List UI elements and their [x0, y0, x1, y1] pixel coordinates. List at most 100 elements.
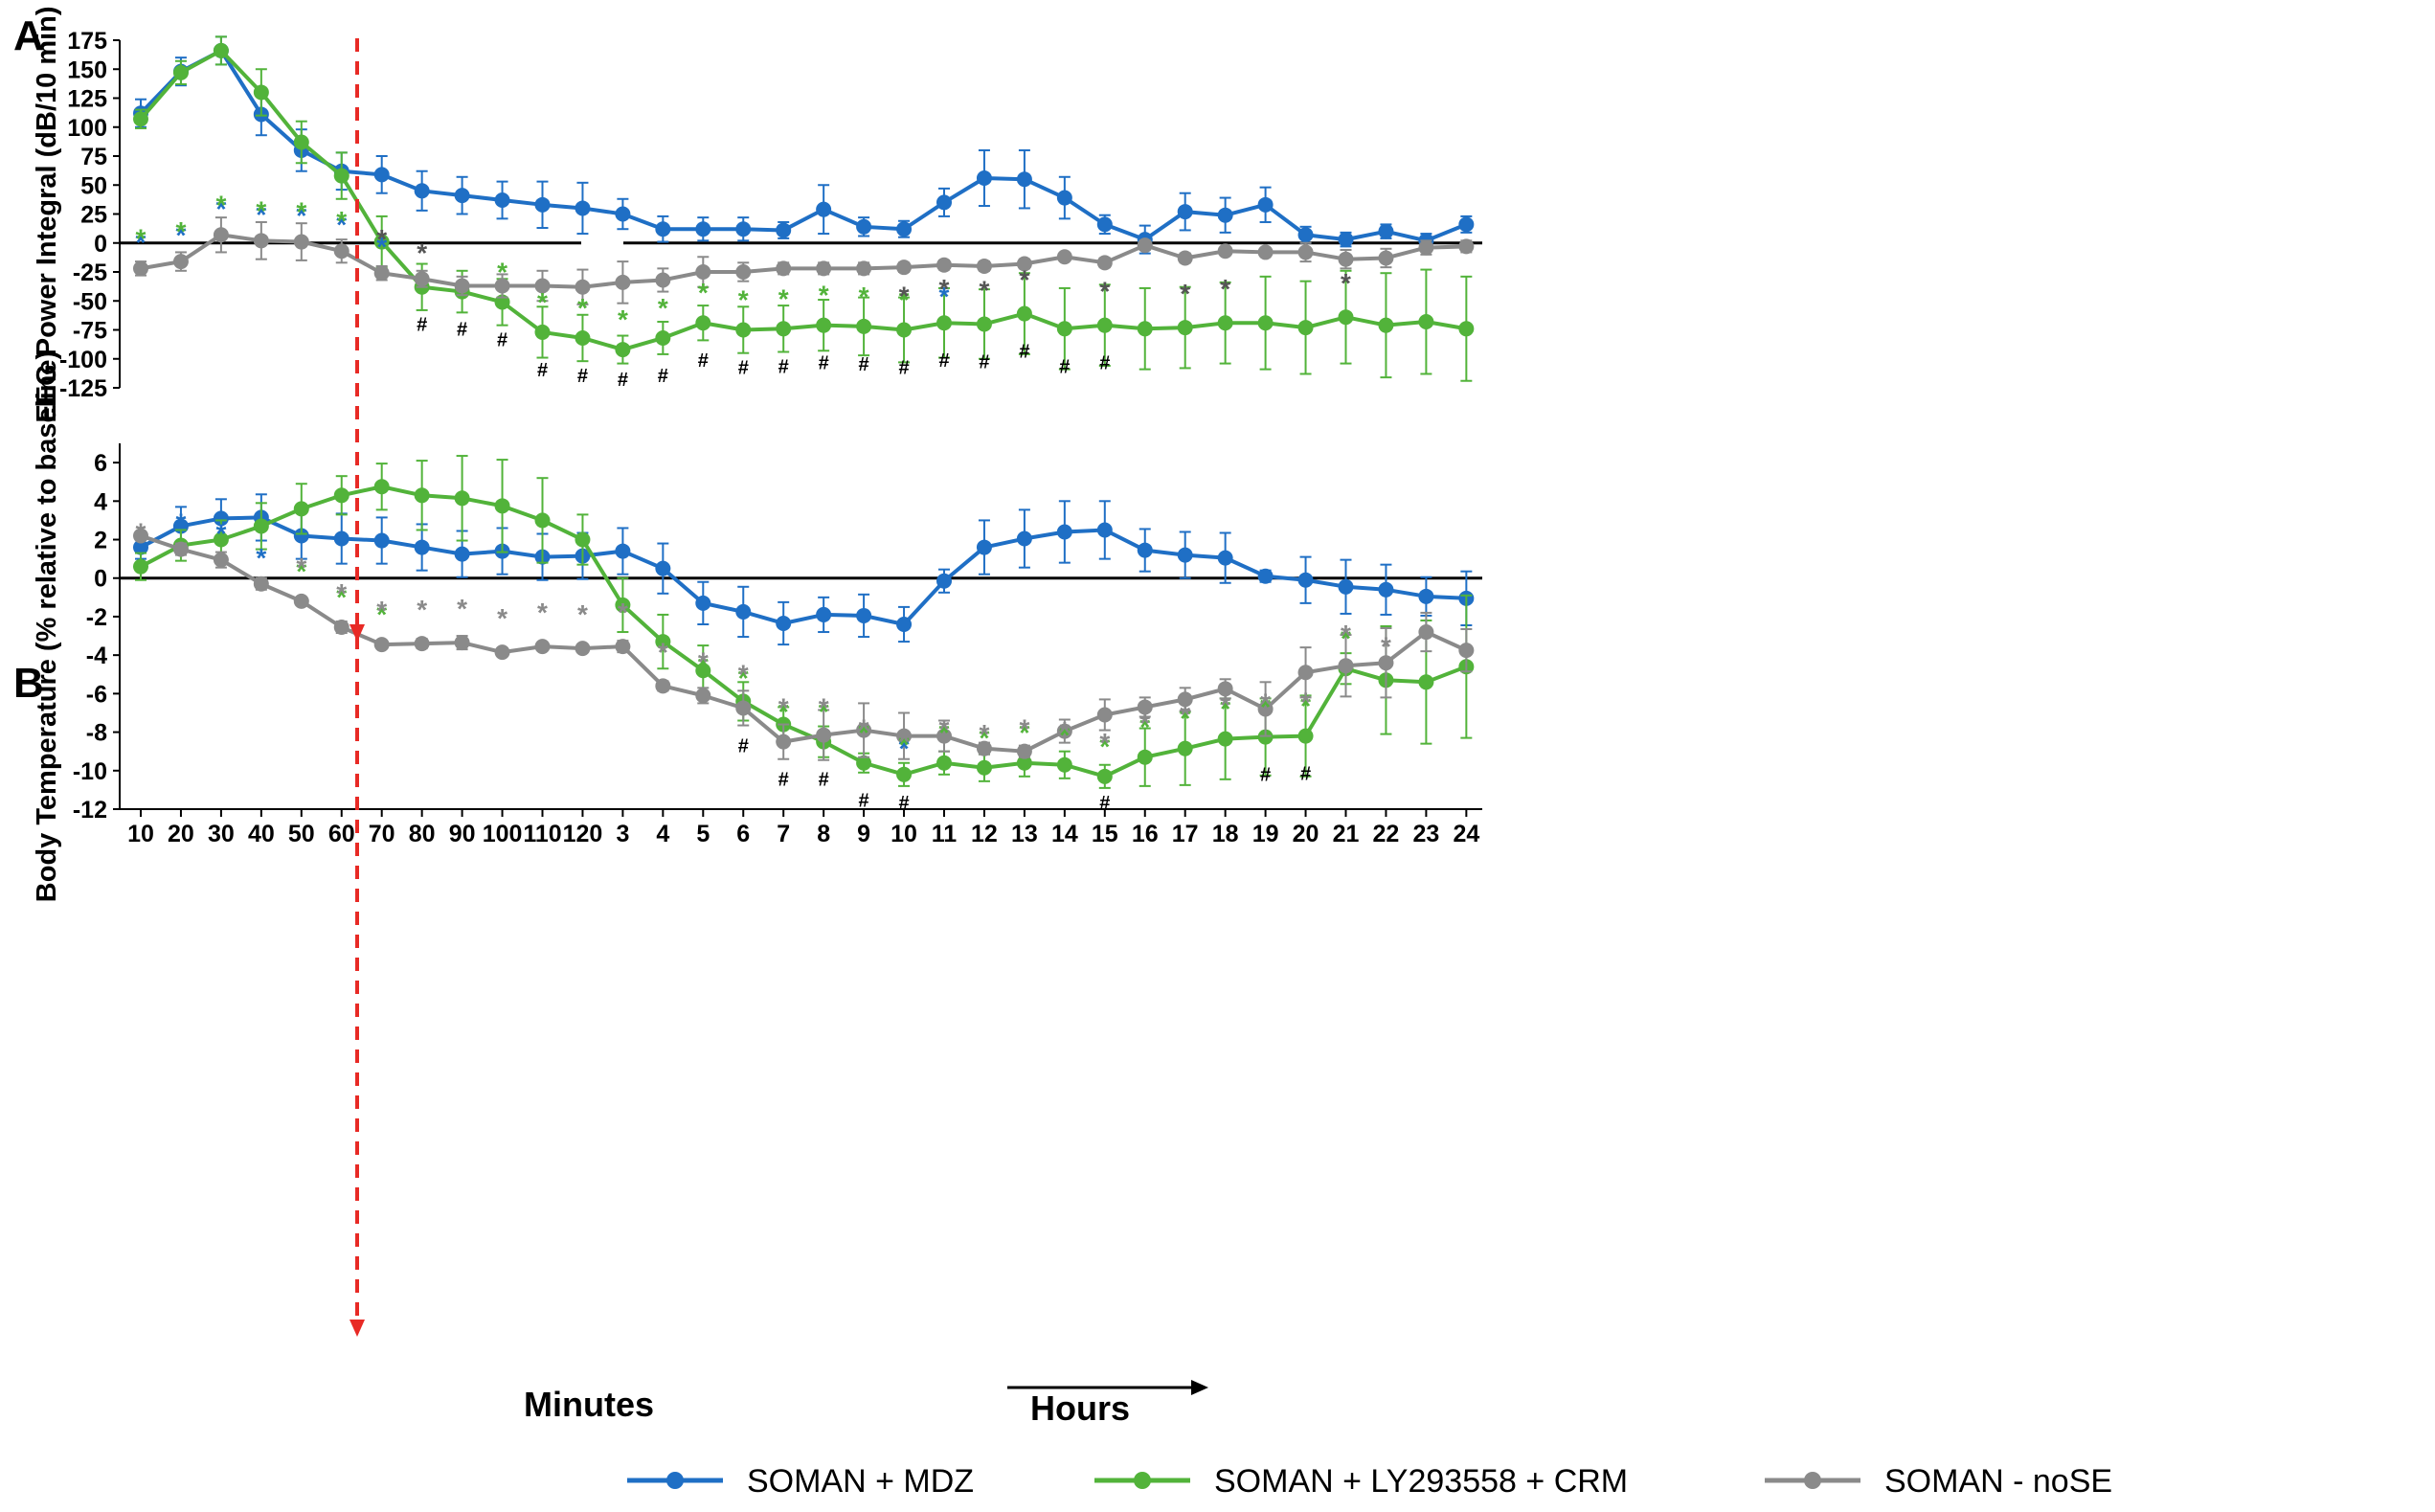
- data-point: [1257, 196, 1274, 213]
- data-point: [655, 560, 671, 576]
- data-point: [534, 324, 551, 340]
- data-point: [655, 272, 671, 288]
- y-tick-label: -100: [59, 347, 107, 373]
- significance-star: *: [979, 723, 989, 753]
- significance-star: *: [175, 508, 186, 538]
- data-point: [1016, 755, 1032, 771]
- data-point: [213, 227, 229, 243]
- data-point: [1297, 665, 1314, 681]
- significance-star: *: [939, 718, 950, 748]
- significance-hash: #: [618, 370, 628, 391]
- x-tick-label: 18: [1212, 821, 1239, 847]
- data-point: [615, 597, 631, 613]
- significance-star: *: [939, 282, 950, 311]
- significance-star: *: [1139, 712, 1150, 742]
- data-point: [1458, 216, 1475, 233]
- significance-star: *: [215, 190, 226, 219]
- legend-item-nose: SOMAN - noSE: [1765, 1463, 2112, 1500]
- data-point: [293, 593, 309, 609]
- data-point: [575, 200, 591, 216]
- data-point: [1217, 731, 1233, 747]
- data-point: [816, 317, 832, 333]
- data-point: [575, 279, 591, 295]
- x-tick-label: 17: [1172, 821, 1199, 847]
- data-point: [735, 264, 752, 280]
- data-point: [1257, 568, 1274, 584]
- significance-hash: #: [819, 353, 829, 374]
- significance-star: *: [136, 227, 147, 257]
- y-tick-label: -10: [73, 758, 107, 785]
- significance-star: *: [979, 719, 989, 749]
- data-point: [735, 603, 752, 620]
- data-point: [575, 329, 591, 346]
- significance-star: *: [497, 257, 507, 286]
- data-point: [735, 322, 752, 338]
- data-point: [816, 260, 832, 277]
- data-point: [1177, 740, 1193, 756]
- significance-star: *: [376, 224, 387, 254]
- data-point: [534, 196, 551, 213]
- x-tick-label: 90: [449, 821, 476, 847]
- significance-star: *: [1180, 704, 1190, 733]
- data-point: [133, 260, 148, 277]
- data-point: [1056, 756, 1072, 773]
- y-tick-label: -25: [73, 260, 107, 286]
- data-point: [333, 243, 349, 260]
- data-point: [1378, 581, 1394, 598]
- data-point: [896, 322, 913, 338]
- data-point: [494, 278, 510, 294]
- significance-star: *: [1300, 688, 1311, 717]
- legend: SOMAN + MDZ SOMAN + LY293558 + CRM SOMAN…: [627, 1463, 2112, 1500]
- x-tick-label: 8: [817, 821, 830, 847]
- significance-star: *: [376, 232, 387, 261]
- data-point: [414, 539, 430, 555]
- data-point: [1378, 317, 1394, 333]
- significance-star: *: [296, 201, 306, 231]
- significance-hash: #: [778, 356, 789, 377]
- data-point: [856, 607, 872, 623]
- x-tick-label: 40: [248, 821, 275, 847]
- data-point: [293, 134, 309, 150]
- data-point: [1418, 588, 1434, 604]
- series-line: [139, 48, 1468, 243]
- x-tick-label: 22: [1373, 821, 1400, 847]
- data-point: [293, 501, 309, 517]
- data-point: [615, 543, 631, 559]
- y-axis-title-a: EEG Power Integral (dB/10 min): [32, 6, 62, 422]
- treatment-marker-arrowhead-a: [349, 624, 365, 642]
- data-point: [1338, 251, 1354, 267]
- data-point: [695, 595, 711, 611]
- data-point: [976, 740, 992, 756]
- data-point: [655, 678, 671, 694]
- legend-marker-ly293558-crm: [1134, 1472, 1151, 1489]
- data-point: [695, 315, 711, 331]
- data-point: [695, 688, 711, 704]
- significance-star: *: [256, 543, 266, 573]
- significance-hash: #: [898, 358, 909, 379]
- x-tick-label: 5: [696, 821, 710, 847]
- data-point: [133, 528, 148, 544]
- significance-star: *: [1019, 718, 1029, 748]
- data-point: [1177, 320, 1193, 336]
- data-point: [1137, 749, 1153, 765]
- significance-star: *: [457, 594, 467, 623]
- significance-star: *: [1260, 688, 1271, 718]
- significance-star: *: [417, 595, 427, 624]
- data-point: [414, 487, 430, 504]
- data-point: [1016, 743, 1032, 759]
- data-point: [213, 531, 229, 548]
- significance-hash: #: [497, 329, 507, 350]
- data-point: [1096, 522, 1113, 538]
- data-point: [816, 727, 832, 743]
- significance-star: *: [1220, 690, 1230, 720]
- significance-star: *: [296, 556, 306, 586]
- significance-star: *: [1019, 265, 1029, 295]
- x-tick-label: 16: [1132, 821, 1159, 847]
- y-tick-label: -8: [86, 720, 107, 747]
- x-tick-label: 11: [932, 821, 958, 847]
- significance-star: *: [577, 293, 588, 323]
- data-point: [1378, 250, 1394, 266]
- data-point: [976, 539, 992, 555]
- significance-star: *: [136, 223, 147, 253]
- data-point: [1338, 578, 1354, 595]
